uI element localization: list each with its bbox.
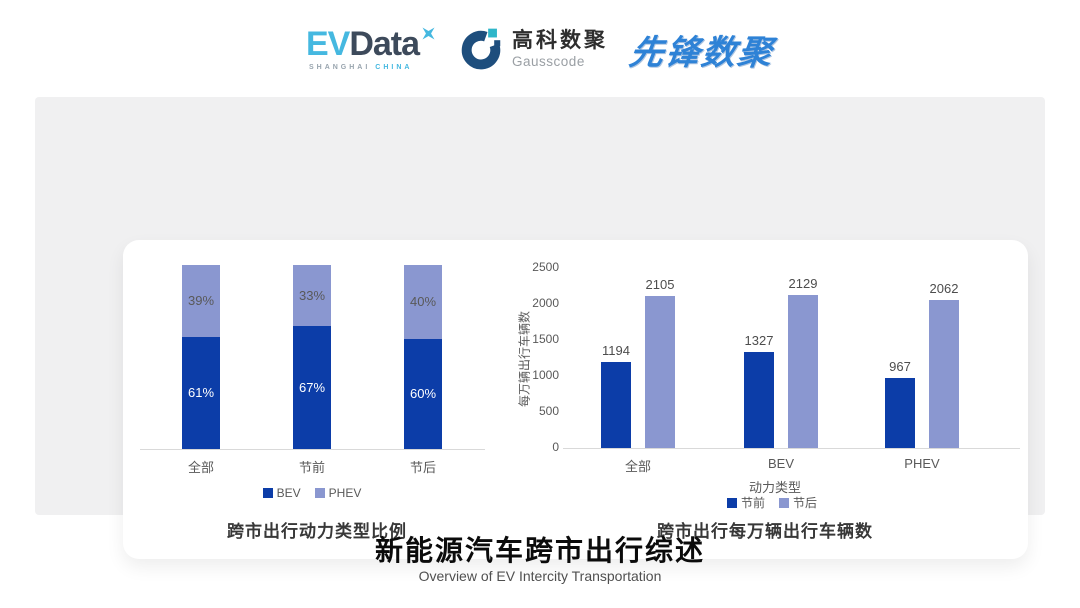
segment-PHEV: 40%	[404, 265, 442, 339]
grouped-bar-chart: 每万辆出行车辆数 动力类型 节前 节后 跨市出行每万辆出行车辆数 0 500 1000…	[123, 240, 1028, 559]
right-chart-legend: 节前 节后	[672, 494, 872, 511]
legend-label: 节前	[740, 496, 765, 510]
right-y-axis-label: 每万辆出行车辆数	[517, 310, 532, 408]
right-x-axis-label: 动力类型	[748, 480, 801, 495]
legend-item-PHEV: PHEV	[314, 486, 362, 500]
right-xtick-全部: 全部	[624, 459, 651, 474]
legend-label: PHEV	[328, 486, 362, 500]
legend-swatch	[779, 497, 789, 508]
right-x-axis-line	[563, 448, 1020, 449]
legend-label: 节后	[793, 496, 818, 510]
legend-swatch	[314, 488, 325, 498]
gausscode-g-icon	[461, 28, 501, 70]
bar-value-BEV-节后: 2129	[788, 275, 818, 291]
segment-PHEV: 33%	[293, 265, 331, 326]
bar-全部-节后	[645, 296, 675, 448]
gausscode-text: 高科数聚 Gausscode	[512, 29, 608, 68]
right-chart-title: 跨市出行每万辆出行车辆数	[657, 522, 873, 541]
stacked-bar-chart: BEV PHEV 跨市出行动力类型比例 39% 61% 全部 33% 67% 节前 40% 60…	[123, 240, 1028, 559]
page-title: 新能源汽车跨市出行综述	[374, 535, 705, 566]
stacked-bar-全部: 39% 61%	[182, 265, 220, 449]
bar-value-全部-节前: 1194	[602, 343, 630, 359]
legend-swatch	[726, 497, 737, 508]
evdata-shanghai-text: SHANGHAI	[308, 64, 371, 71]
legend-label: BEV	[276, 486, 301, 500]
bar-BEV-节前	[744, 352, 774, 448]
evdata-wordmark: EV Data	[306, 27, 437, 61]
bar-BEV-节后	[788, 294, 818, 448]
ytick-2500: 2500	[532, 260, 559, 274]
stacked-bar-节后: 40% 60%	[404, 265, 442, 449]
segment-BEV: 60%	[404, 338, 442, 449]
legend-item-BEV: BEV	[262, 486, 301, 500]
ytick-500: 500	[538, 404, 559, 418]
gausscode-logo: 高科数聚 Gausscode	[459, 27, 608, 71]
bar-value-PHEV-节后: 2062	[929, 280, 959, 296]
header-logos: EV Data SHANGHAI CHINA 高科数聚 Gausscode	[0, 16, 1080, 82]
evdata-china-text: CHINA	[375, 64, 413, 71]
bar-PHEV-节前	[885, 378, 915, 448]
charts-panel: BEV PHEV 跨市出行动力类型比例 39% 61% 全部 33% 67% 节前 40% 60…	[35, 97, 1045, 559]
left-x-axis-line	[140, 449, 485, 450]
ytick-0: 0	[552, 440, 559, 454]
gausscode-cn-text: 高科数聚	[512, 29, 609, 53]
gausscode-en-text: Gausscode	[512, 53, 585, 69]
evdata-subtitle: SHANGHAI CHINA	[309, 64, 412, 71]
segment-BEV: 67%	[293, 325, 331, 449]
left-xtick-节前: 节前	[298, 460, 325, 475]
bar-value-全部-节后: 2105	[645, 277, 675, 293]
left-chart-title: 跨市出行动力类型比例	[227, 522, 407, 541]
legend-swatch	[262, 488, 273, 498]
legend-item-节前: 节前	[726, 494, 765, 511]
bar-PHEV-节后	[929, 299, 959, 448]
segment-PHEV: 39%	[182, 265, 220, 337]
left-xtick-全部: 全部	[187, 460, 214, 475]
ytick-1000: 1000	[532, 368, 559, 382]
xianfeng-logo: 先锋数聚	[626, 33, 777, 72]
charts-card: BEV PHEV 跨市出行动力类型比例 39% 61% 全部 33% 67% 节前 40% 60…	[123, 240, 1028, 559]
evdata-data-text: Data	[349, 25, 420, 63]
bar-全部-节前	[601, 362, 631, 448]
left-xtick-节后: 节后	[409, 460, 436, 475]
right-xtick-BEV: BEV	[767, 456, 794, 471]
right-xtick-PHEV: PHEV	[904, 456, 940, 471]
page-subtitle: Overview of EV Intercity Transportation	[418, 568, 662, 584]
left-chart-legend: BEV PHEV	[192, 486, 432, 500]
legend-item-节后: 节后	[779, 494, 817, 511]
evdata-ev-text: EV	[305, 25, 350, 63]
sparkle-x-icon	[422, 27, 435, 40]
bar-value-BEV-节前: 1327	[744, 333, 774, 349]
ytick-1500: 1500	[532, 332, 559, 346]
stacked-bar-节前: 33% 67%	[293, 265, 331, 449]
ytick-2000: 2000	[532, 296, 559, 310]
bar-value-PHEV-节前: 967	[889, 359, 911, 375]
evdata-logo: EV Data SHANGHAI CHINA	[306, 27, 437, 71]
segment-BEV: 61%	[182, 336, 220, 449]
